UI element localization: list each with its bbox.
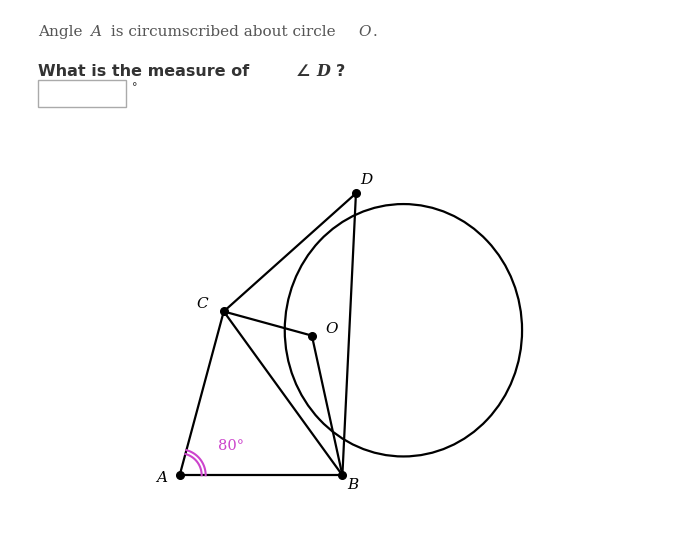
- Text: O: O: [325, 322, 338, 336]
- Text: A: A: [156, 471, 167, 485]
- Text: What is the measure of: What is the measure of: [38, 64, 255, 79]
- Text: Angle: Angle: [38, 25, 87, 39]
- Bar: [38, 80, 126, 107]
- Text: A: A: [90, 25, 101, 39]
- Text: B: B: [346, 478, 358, 492]
- Text: ?: ?: [336, 64, 345, 79]
- Text: O: O: [358, 25, 370, 39]
- Text: D: D: [316, 63, 330, 81]
- Text: is circumscribed about circle: is circumscribed about circle: [106, 25, 340, 39]
- Text: 80°: 80°: [218, 439, 244, 453]
- Text: .: .: [373, 25, 378, 39]
- Text: ∠: ∠: [296, 64, 311, 79]
- Text: C: C: [196, 297, 207, 311]
- Text: °: °: [132, 82, 138, 92]
- Text: D: D: [360, 173, 372, 187]
